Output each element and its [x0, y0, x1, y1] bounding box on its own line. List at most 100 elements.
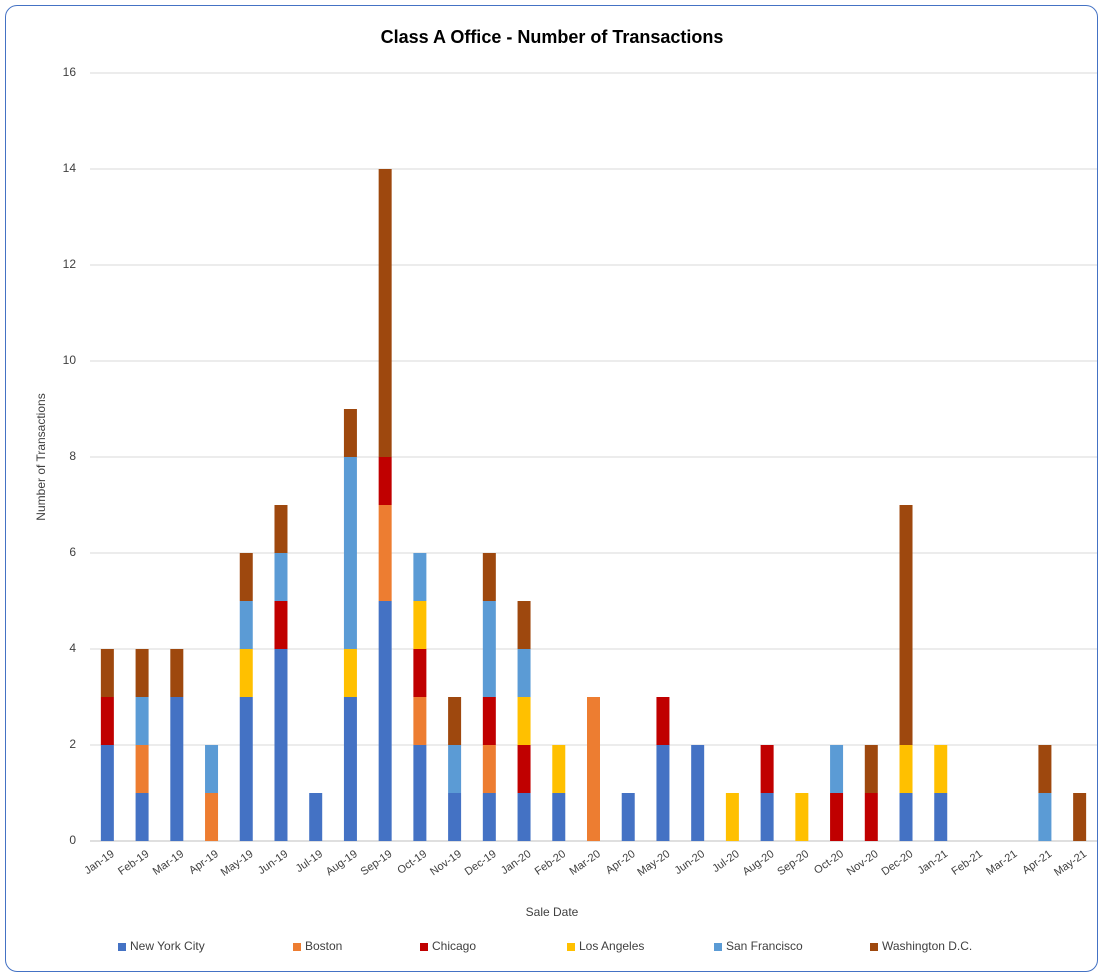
bar-segment: [100, 649, 114, 697]
bar-segment: [170, 697, 184, 841]
bar-segment: [517, 793, 531, 841]
bar-segment: [378, 457, 392, 505]
x-tick-label: May-19: [219, 848, 256, 879]
bar-segment: [552, 745, 566, 793]
y-axis-label: Number of Transactions: [34, 393, 48, 520]
chart-frame: [5, 5, 1098, 972]
bar-segment: [552, 793, 566, 841]
bar-segment: [170, 649, 184, 697]
bar-segment: [482, 553, 496, 601]
bar-segment: [274, 601, 288, 649]
bar-segment: [239, 601, 253, 649]
x-tick-label: Apr-20: [604, 848, 638, 877]
bar-segment: [413, 601, 427, 649]
legend-label: Chicago: [432, 939, 476, 953]
legend-swatch: [567, 943, 575, 951]
x-tick-label: Oct-19: [395, 848, 429, 877]
bar-segment: [482, 697, 496, 745]
bar-segment: [413, 745, 427, 841]
y-tick-label: 10: [63, 353, 77, 367]
bar-segment: [239, 697, 253, 841]
x-tick-label: Aug-19: [324, 848, 360, 878]
y-tick-label: 8: [69, 449, 76, 463]
bar-segment: [482, 745, 496, 793]
x-tick-label: Nov-20: [845, 848, 881, 878]
bar-segment: [309, 793, 323, 841]
y-tick-label: 0: [69, 833, 76, 847]
bar-segment: [239, 553, 253, 601]
bar-segment: [899, 505, 913, 745]
x-tick-label: Jan-21: [916, 848, 950, 877]
x-tick-label: Jun-19: [256, 848, 290, 877]
bar-segment: [760, 793, 774, 841]
bar-segment: [413, 553, 427, 601]
legend-label: Los Angeles: [579, 939, 644, 953]
legend-swatch: [293, 943, 301, 951]
x-tick-label: Mar-19: [151, 848, 186, 878]
bar-segment: [482, 793, 496, 841]
x-tick-label: May-21: [1052, 848, 1089, 879]
x-tick-label: Sep-19: [359, 848, 395, 878]
x-tick-label: Aug-20: [741, 848, 777, 878]
bar-segment: [830, 793, 844, 841]
legend-swatch: [118, 943, 126, 951]
x-tick-label: Jul-19: [294, 848, 325, 875]
legend-swatch: [870, 943, 878, 951]
x-tick-label: May-20: [635, 848, 672, 879]
bar-segment: [100, 697, 114, 745]
bar-segment: [100, 745, 114, 841]
y-tick-label: 6: [69, 545, 76, 559]
bar-segment: [934, 745, 948, 793]
bar-segment: [482, 601, 496, 697]
bar-segment: [760, 745, 774, 793]
x-tick-label: Dec-19: [463, 848, 499, 878]
x-tick-label: Mar-20: [567, 848, 602, 878]
x-axis-label: Sale Date: [526, 905, 579, 919]
bar-segment: [656, 745, 670, 841]
bar-segment: [517, 745, 531, 793]
bar-segment: [656, 697, 670, 745]
y-tick-label: 4: [69, 641, 76, 655]
x-tick-label: Apr-21: [1020, 848, 1054, 877]
x-tick-label: Oct-20: [812, 848, 846, 877]
legend-swatch: [714, 943, 722, 951]
bar-segment: [343, 409, 357, 457]
bar-segment: [448, 697, 462, 745]
x-tick-label: Feb-21: [949, 848, 984, 878]
bar-segment: [830, 745, 844, 793]
bar-segment: [135, 649, 149, 697]
bar-segment: [795, 793, 809, 841]
y-tick-label: 12: [63, 257, 77, 271]
bar-segment: [934, 793, 948, 841]
bar-segment: [413, 649, 427, 697]
x-tick-label: Apr-19: [187, 848, 221, 877]
bar-segment: [1073, 793, 1087, 841]
x-tick-label: Nov-19: [428, 848, 464, 878]
legend-label: New York City: [130, 939, 205, 953]
bar-segment: [239, 649, 253, 697]
bar-segment: [691, 745, 705, 841]
bar-segment: [378, 169, 392, 457]
bar-segment: [517, 649, 531, 697]
bar-segment: [274, 553, 288, 601]
bar-segment: [413, 697, 427, 745]
bar-segment: [205, 745, 219, 793]
legend-label: San Francisco: [726, 939, 803, 953]
legend-label: Washington D.C.: [882, 939, 972, 953]
x-tick-label: Dec-20: [879, 848, 915, 878]
bar-segment: [274, 649, 288, 841]
bar-segment: [205, 793, 219, 841]
bar-segment: [621, 793, 635, 841]
legend-label: Boston: [305, 939, 342, 953]
x-tick-label: Feb-20: [533, 848, 568, 878]
y-tick-label: 16: [63, 65, 77, 79]
bar-segment: [135, 745, 149, 793]
bar-segment: [517, 601, 531, 649]
bar-segment: [343, 457, 357, 649]
bar-segment: [899, 793, 913, 841]
bar-segment: [725, 793, 739, 841]
bar-segment: [274, 505, 288, 553]
bar-segment: [517, 697, 531, 745]
bar-segment: [378, 505, 392, 601]
